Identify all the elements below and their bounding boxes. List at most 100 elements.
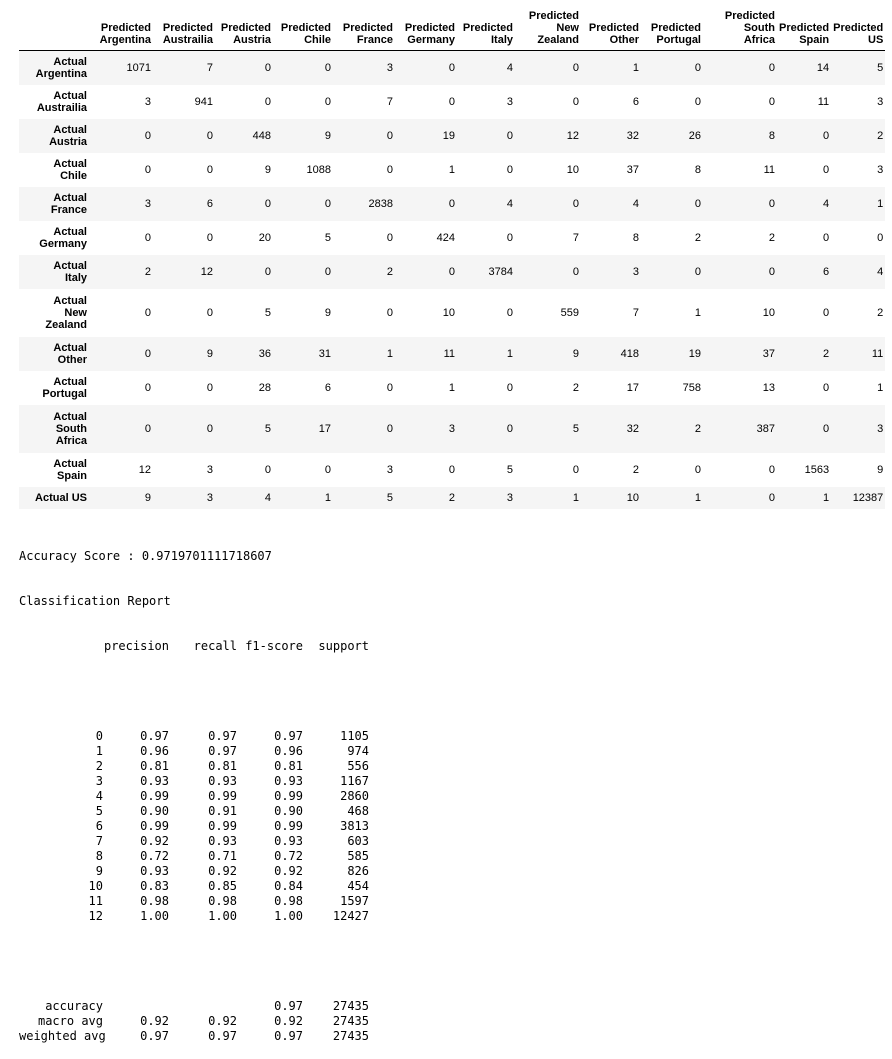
matrix-cell: 1 <box>632 61 639 74</box>
matrix-cell: 3 <box>506 491 513 504</box>
row-header-text: Actual <box>53 375 87 388</box>
report-class-row: 8 0.72 0.71 0.72 585 <box>19 849 369 864</box>
row-header-text: Actual <box>53 410 87 423</box>
matrix-cell: 7 <box>206 61 213 74</box>
matrix-cell: 11 <box>871 347 884 360</box>
matrix-cell: 0 <box>823 231 830 244</box>
matrix-cell: 0 <box>448 265 455 278</box>
matrix-cell: 2 <box>694 422 701 435</box>
row-header-text: Argentina <box>35 67 87 80</box>
matrix-cell: 2 <box>572 381 579 394</box>
column-header-text: New <box>556 22 579 34</box>
report-cell: 0.93 <box>140 864 169 878</box>
matrix-cell: 3 <box>877 422 884 435</box>
report-cell: 0.92 <box>208 1014 237 1028</box>
report-cell: 2860 <box>340 789 369 803</box>
matrix-cell: 0 <box>694 61 701 74</box>
table-header-row: Predicted Argentina Predicted Austrailia Pre… <box>19 6 886 51</box>
report-cell: 0.92 <box>140 1014 169 1028</box>
report-class-row: 0 0.97 0.97 0.97 1105 <box>19 729 369 744</box>
row-header: Actual Italy <box>19 255 91 289</box>
matrix-cell: 0 <box>264 61 271 74</box>
matrix-cell: 0 <box>823 381 830 394</box>
matrix-cell: 4 <box>506 197 513 210</box>
matrix-cell: 0 <box>206 306 213 319</box>
report-cell: 0.92 <box>274 1014 303 1028</box>
report-cell: 0.81 <box>208 759 237 773</box>
report-cell: 12 <box>88 909 103 923</box>
matrix-cell: 0 <box>823 163 830 176</box>
matrix-cell: 9 <box>324 129 331 142</box>
report-cell: 8 <box>95 849 103 863</box>
matrix-cell: 0 <box>206 381 213 394</box>
report-cell: 27435 <box>332 1014 369 1028</box>
report-cell: 1105 <box>340 729 369 743</box>
report-cell: 0.90 <box>274 804 303 818</box>
table-row: Actual Austrailia 3 941 0 0 7 0 3 0 6 0 0 11 3 <box>19 85 885 119</box>
report-class-row: 6 0.99 0.99 0.99 3813 <box>19 819 369 834</box>
matrix-cell: 4 <box>264 491 271 504</box>
matrix-cell: 1 <box>823 491 830 504</box>
report-cell: 27435 <box>332 1029 369 1043</box>
report-cell: 0.99 <box>274 819 303 833</box>
matrix-cell: 10 <box>566 163 579 176</box>
matrix-cell: 0 <box>768 95 775 108</box>
row-header: Actual France <box>19 187 91 221</box>
matrix-cell: 0 <box>386 381 393 394</box>
matrix-cell: 1 <box>572 491 579 504</box>
matrix-cell: 3 <box>877 95 884 108</box>
matrix-cell: 0 <box>264 463 271 476</box>
row-header: Actual Spain <box>19 453 91 487</box>
matrix-cell: 11 <box>763 163 775 176</box>
table-row: Actual France 3 6 0 0 2838 0 4 0 4 0 0 4 1 <box>19 186 886 221</box>
matrix-cell: 0 <box>506 422 513 435</box>
matrix-cell: 12 <box>138 463 151 476</box>
column-header: Predicted South Africa <box>703 6 777 51</box>
row-header: Actual US <box>19 487 91 509</box>
report-cell: 27435 <box>332 999 369 1013</box>
matrix-cell: 0 <box>572 95 579 108</box>
matrix-cell: 2 <box>877 306 884 319</box>
report-cell: 826 <box>347 864 369 878</box>
matrix-cell: 0 <box>144 422 151 435</box>
table-row: Actual Chile 0 0 9 1088 0 1 0 10 37 8 11 0 3 <box>19 153 885 187</box>
matrix-cell: 10 <box>626 491 639 504</box>
matrix-cell: 0 <box>768 265 775 278</box>
matrix-cell: 0 <box>572 61 579 74</box>
report-cell: 0.93 <box>140 774 169 788</box>
row-header-text: Actual <box>53 123 87 136</box>
classification-report-title: Classification Report <box>19 594 171 608</box>
report-class-row: 7 0.92 0.93 0.93 603 <box>19 834 369 849</box>
matrix-cell: 1 <box>694 306 701 319</box>
column-header-text: Predicted <box>220 22 271 34</box>
matrix-cell: 3784 <box>488 265 513 278</box>
table-row: Actual New Zealand 0 0 5 9 0 10 0 559 7 1 10 0 2 <box>19 289 885 337</box>
matrix-cell: 5 <box>386 491 393 504</box>
column-header-text: Predicted <box>724 10 775 22</box>
matrix-cell: 0 <box>144 306 151 319</box>
column-header: Predicted New Zealand <box>515 6 581 51</box>
report-cell: 0.99 <box>208 789 237 803</box>
report-header-row: precision recall f1-score support <box>19 639 369 654</box>
matrix-cell: 0 <box>823 422 830 435</box>
matrix-cell: 418 <box>620 347 639 360</box>
row-header: Actual Other <box>19 337 91 371</box>
report-cell: 10 <box>88 879 103 893</box>
column-header-text: Predicted <box>650 22 701 34</box>
report-cell: 585 <box>347 849 369 863</box>
matrix-cell: 3 <box>386 61 393 74</box>
matrix-cell: 0 <box>386 163 393 176</box>
report-cell: 556 <box>347 759 369 773</box>
report-header-cell: precision <box>103 639 169 653</box>
report-cell: 0.93 <box>208 774 237 788</box>
matrix-cell: 0 <box>144 129 151 142</box>
matrix-cell: 9 <box>324 306 331 319</box>
report-cell: 7 <box>95 834 103 848</box>
matrix-cell: 0 <box>768 491 775 504</box>
column-header-text: Spain <box>799 34 830 46</box>
matrix-cell: 0 <box>144 347 151 360</box>
report-cell: 0.72 <box>140 849 169 863</box>
confusion-matrix-dataframe: Predicted Argentina Predicted Austrailia Pre… <box>19 6 886 509</box>
report-cell <box>103 999 169 1014</box>
row-header: Actual Austrailia <box>19 85 91 119</box>
